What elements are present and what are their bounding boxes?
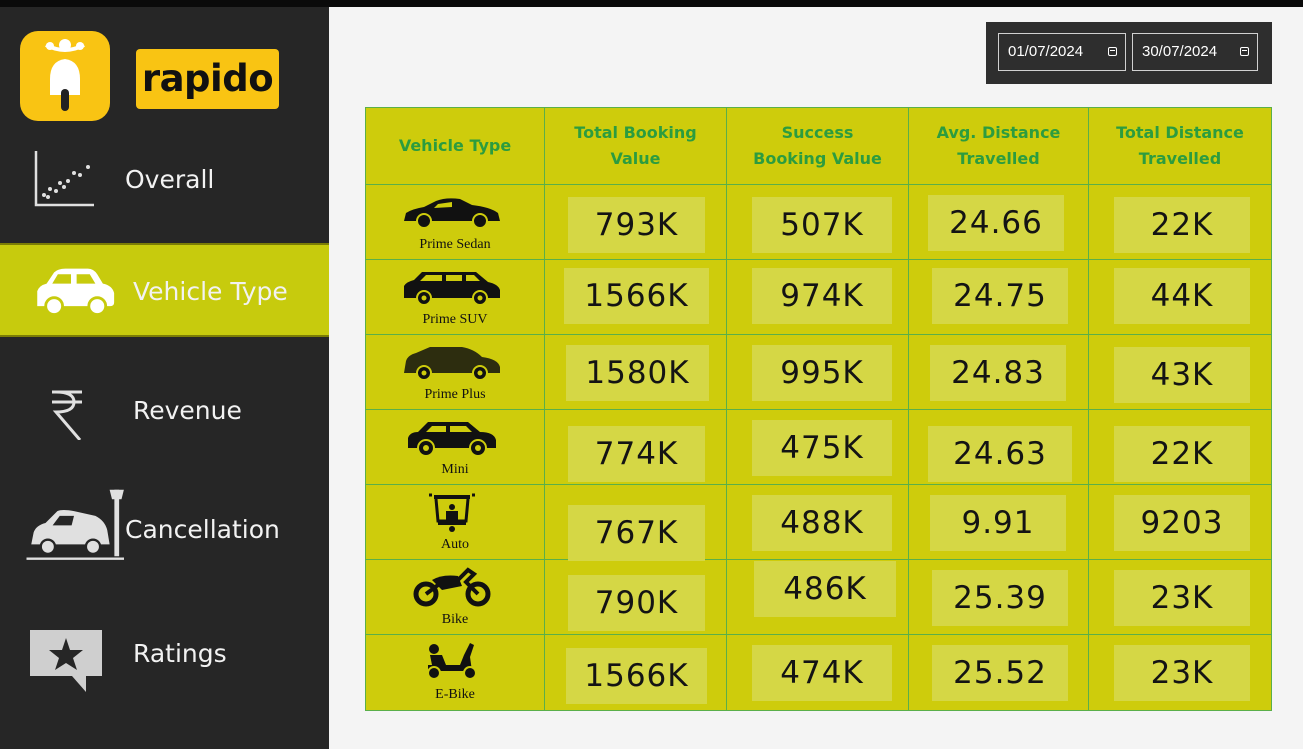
top-border [0, 0, 1303, 7]
grid-line [366, 409, 1271, 410]
avg-distance-value: 24.66 [928, 195, 1064, 251]
total-distance-value: 44K [1114, 268, 1250, 324]
success-booking-value: 475K [752, 420, 892, 476]
sidebar-item-cancellation[interactable]: Cancellation [0, 479, 329, 569]
table-row-bike: Bike [366, 560, 544, 635]
total-distance-value: 23K [1114, 645, 1250, 701]
avg-distance-value: 25.52 [932, 645, 1068, 701]
sidebar-item-vehicle-type[interactable]: Vehicle Type [0, 243, 329, 337]
sidebar-item-label: Ratings [133, 639, 227, 668]
sidebar-item-ratings[interactable]: Ratings [0, 607, 329, 697]
calendar-icon[interactable] [1240, 47, 1249, 56]
scooter-icon [427, 643, 477, 680]
total-distance-value: 22K [1114, 426, 1250, 482]
motorbike-icon [413, 567, 491, 607]
success-booking-value: 474K [752, 645, 892, 701]
total-booking-value: 1566K [564, 268, 709, 324]
table-row-mini: Mini [366, 410, 544, 485]
vehicle-label: E-Bike [435, 687, 475, 702]
table-row-e-bike: E-Bike [366, 635, 544, 710]
avg-distance-value: 24.75 [932, 268, 1068, 324]
end-date-input[interactable]: 30/07/2024 [1132, 33, 1258, 71]
table-row-prime-sedan: Prime Sedan [366, 185, 544, 260]
vehicle-label: Mini [441, 462, 469, 477]
star-speech-icon [30, 630, 102, 692]
rupee-icon [52, 390, 82, 440]
auto-rickshaw-icon [429, 493, 475, 532]
total-booking-value: 1566K [566, 648, 707, 704]
sidebar-item-label: Vehicle Type [133, 277, 288, 306]
vehicle-label: Prime Plus [424, 387, 486, 402]
success-booking-value: 486K [754, 561, 896, 617]
sedan-icon [404, 198, 500, 229]
start-date-value: 01/07/2024 [1008, 43, 1084, 60]
grid-line [366, 334, 1271, 335]
success-booking-value: 995K [752, 345, 892, 401]
header-total-distance: Total Distance Travelled [1116, 123, 1244, 168]
vehicle-label: Prime Sedan [419, 237, 491, 252]
vehicle-type-table: Vehicle Type Total Booking Value Success… [365, 107, 1272, 711]
success-booking-value: 974K [752, 268, 892, 324]
table-row-auto: Auto [366, 485, 544, 560]
total-booking-value: 1580K [566, 345, 709, 401]
end-date-value: 30/07/2024 [1142, 43, 1218, 60]
total-distance-value: 23K [1114, 570, 1250, 626]
grid-line [366, 259, 1271, 260]
header-vehicle-type: Vehicle Type [398, 136, 512, 155]
vehicle-label: Prime SUV [422, 312, 488, 327]
sidebar-item-label: Cancellation [125, 515, 280, 544]
rapido-logo-icon [20, 31, 110, 121]
grid-line [366, 184, 1271, 185]
car-icon [37, 268, 115, 316]
prime-plus-car-icon [404, 347, 500, 381]
total-distance-value: 22K [1114, 197, 1250, 253]
date-range-filter: 01/07/2024 30/07/2024 [986, 22, 1272, 84]
header-avg-distance: Avg. Distance Travelled [936, 123, 1061, 168]
suv-icon [404, 272, 500, 306]
total-distance-value: 9203 [1114, 495, 1250, 551]
table-row-prime-suv: Prime SUV [366, 260, 544, 335]
vehicle-label: Auto [441, 537, 469, 552]
start-date-input[interactable]: 01/07/2024 [998, 33, 1126, 71]
total-distance-value: 43K [1114, 347, 1250, 403]
crashed-car-icon [26, 489, 124, 560]
sidebar-item-revenue[interactable]: Revenue [0, 362, 329, 452]
grid-line [366, 484, 1271, 485]
sidebar-item-label: Revenue [133, 396, 242, 425]
total-booking-value: 790K [568, 575, 705, 631]
rapido-wordmark: rapido [136, 49, 279, 109]
avg-distance-value: 25.39 [932, 570, 1068, 626]
total-booking-value: 774K [568, 426, 705, 482]
avg-distance-value: 24.83 [930, 345, 1066, 401]
scatter-chart-icon [34, 151, 94, 207]
avg-distance-value: 24.63 [928, 426, 1072, 482]
sidebar: rapido Overall Vehicle Type Revenue [0, 7, 329, 749]
success-booking-value: 488K [752, 495, 892, 551]
success-booking-value: 507K [752, 197, 892, 253]
grid-line [366, 634, 1271, 635]
header-success-booking-value: Success Booking Value [753, 123, 882, 168]
table-row-prime-plus: Prime Plus [366, 335, 544, 410]
sidebar-item-overall[interactable]: Overall [0, 133, 329, 223]
grid-line [366, 559, 1271, 560]
mini-car-icon [408, 422, 496, 457]
calendar-icon[interactable] [1108, 47, 1117, 56]
total-booking-value: 793K [568, 197, 705, 253]
sidebar-item-label: Overall [125, 165, 215, 194]
vehicle-label: Bike [441, 612, 469, 627]
total-booking-value: 767K [568, 505, 705, 561]
avg-distance-value: 9.91 [930, 495, 1066, 551]
header-total-booking-value: Total Booking Value [574, 123, 697, 168]
